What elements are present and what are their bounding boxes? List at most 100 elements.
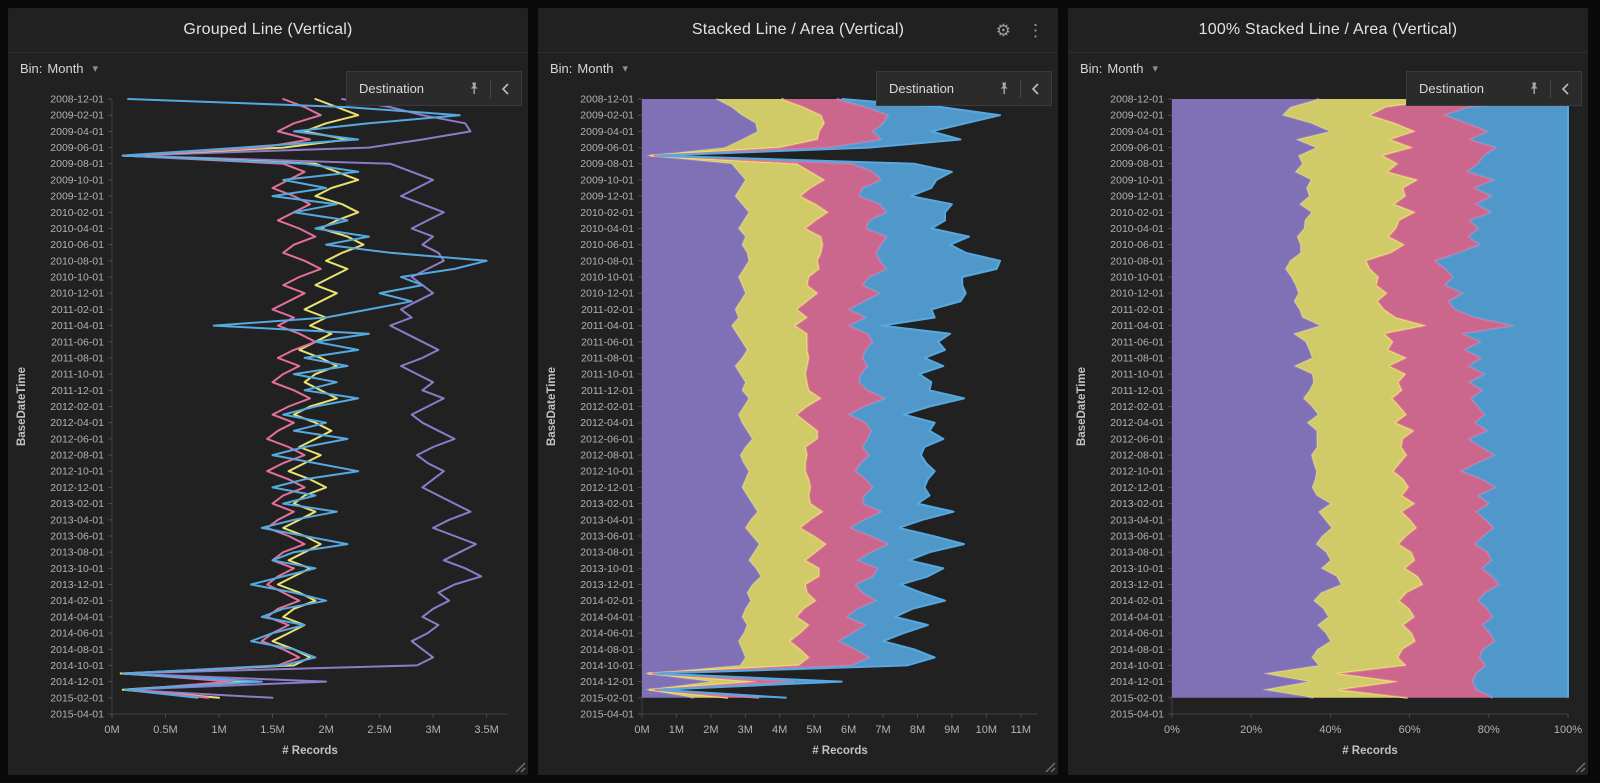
y-tick-label: 2009-04-01: [1110, 126, 1164, 138]
y-tick-label: 2013-06-01: [1110, 531, 1164, 543]
x-tick-label: 40%: [1319, 724, 1341, 736]
bin-dropdown[interactable]: Bin: Month ▾: [550, 61, 628, 76]
y-tick-label: 2011-08-01: [51, 352, 104, 364]
line-series-yellow[interactable]: [119, 98, 365, 699]
y-tick-label: 2013-08-01: [50, 547, 104, 559]
y-tick-label: 2009-08-01: [580, 158, 634, 170]
stacked-area-chart[interactable]: 2008-12-01 2009-02-01 2009-04-01 2009-06-01…: [538, 83, 1058, 775]
x-tick-label: 80%: [1478, 724, 1500, 736]
y-tick-label: 2010-08-01: [50, 255, 104, 267]
more-options-icon[interactable]: ⋮: [1027, 20, 1044, 40]
area-series-yellow[interactable]: [645, 99, 828, 698]
area-series-pink[interactable]: [1337, 99, 1558, 698]
pin-icon[interactable]: [466, 81, 482, 97]
resize-handle[interactable]: [1042, 759, 1056, 773]
y-tick-label: 2011-06-01: [1111, 336, 1164, 348]
y-tick-label: 2014-08-01: [1110, 644, 1164, 656]
y-tick-label: 2009-06-01: [580, 142, 634, 154]
y-tick-label: 2014-02-01: [50, 595, 104, 607]
y-tick-label: 2012-10-01: [580, 466, 634, 478]
y-tick-label: 2015-04-01: [50, 709, 104, 721]
area-series-yellow[interactable]: [1263, 99, 1449, 698]
y-tick-label: 2015-02-01: [50, 692, 104, 704]
panel-title: Stacked Line / Area (Vertical): [691, 21, 905, 38]
x-tick-label: 8M: [910, 724, 925, 736]
x-tick-label: 2M: [703, 724, 718, 736]
y-tick-label: 2009-06-01: [1110, 142, 1164, 154]
x-tick-label: 4M: [772, 724, 787, 736]
y-tick-label: 2014-02-01: [1110, 595, 1164, 607]
collapse-chevron-icon[interactable]: [499, 81, 513, 97]
collapse-chevron-icon[interactable]: [1029, 81, 1043, 97]
y-tick-label: 2010-04-01: [50, 223, 104, 235]
percent-stacked-area-chart[interactable]: 2008-12-01 2009-02-01 2009-04-01 2009-06-01…: [1068, 83, 1588, 775]
titlebar: Stacked Line / Area (Vertical) ⚙ ⋮: [538, 8, 1058, 53]
y-tick-label: 2012-04-01: [1110, 417, 1164, 429]
legend-header: Destination: [877, 72, 1051, 105]
x-axis-title: # Records: [1342, 745, 1398, 757]
area-series-purple[interactable]: [642, 99, 761, 698]
titlebar: Grouped Line (Vertical): [8, 8, 528, 53]
bin-value: Month: [1107, 60, 1144, 76]
x-axis-title: # Records: [282, 745, 338, 757]
x-tick-label: 1M: [211, 724, 226, 736]
area-boundary-yellow: [1336, 98, 1449, 699]
x-tick-label: 20%: [1240, 724, 1262, 736]
bin-dropdown[interactable]: Bin: Month ▾: [20, 61, 98, 76]
y-axis-title: BaseDateTime: [1076, 367, 1088, 446]
y-tick-label: 2011-12-01: [51, 385, 104, 397]
area-boundary-blue: [655, 98, 1002, 699]
x-tick-label: 6M: [841, 724, 856, 736]
y-tick-label: 2010-10-01: [580, 272, 634, 284]
line-series-purple[interactable]: [121, 98, 483, 699]
bin-label: Bin:: [550, 60, 573, 76]
y-axis-title: BaseDateTime: [16, 367, 28, 446]
panel-title: Grouped Line (Vertical): [183, 21, 353, 38]
x-tick-label: 60%: [1399, 724, 1421, 736]
bin-toolbar: Bin: Month ▾: [8, 53, 528, 83]
y-tick-label: 2009-12-01: [580, 191, 634, 203]
resize-handle[interactable]: [512, 759, 526, 773]
pin-icon[interactable]: [1526, 81, 1542, 97]
y-tick-label: 2009-08-01: [50, 158, 104, 170]
area-series-purple[interactable]: [1172, 99, 1341, 698]
y-tick-label: 2013-12-01: [1110, 579, 1164, 591]
y-tick-label: 2009-02-01: [1110, 110, 1164, 122]
y-tick-label: 2014-12-01: [580, 676, 634, 688]
y-tick-label: 2011-10-01: [51, 369, 104, 381]
area-series-pink[interactable]: [648, 99, 889, 698]
y-tick-label: 2010-12-01: [1110, 288, 1164, 300]
y-tick-label: 2014-04-01: [50, 611, 104, 623]
collapse-chevron-icon[interactable]: [1559, 81, 1573, 97]
panel-grouped-line: Grouped Line (Vertical) Bin: Month ▾ Des…: [8, 8, 528, 775]
y-tick-label: 2015-02-01: [1110, 692, 1164, 704]
bin-label: Bin:: [20, 60, 43, 76]
y-tick-label: 2008-12-01: [50, 94, 104, 106]
y-tick-label: 2013-02-01: [580, 498, 634, 510]
caret-down-icon: ▾: [92, 62, 99, 75]
pin-icon[interactable]: [996, 81, 1012, 97]
y-tick-label: 2013-06-01: [50, 531, 104, 543]
x-tick-label: 0.5M: [153, 724, 177, 736]
area-series-blue[interactable]: [1434, 99, 1568, 698]
legend-title: Destination: [889, 81, 955, 96]
x-tick-label: 0%: [1164, 724, 1180, 736]
bin-dropdown[interactable]: Bin: Month ▾: [1080, 61, 1158, 76]
y-tick-label: 2013-10-01: [50, 563, 104, 575]
settings-gear-icon[interactable]: ⚙: [995, 20, 1011, 40]
y-tick-label: 2011-04-01: [51, 320, 104, 332]
y-tick-label: 2009-12-01: [1110, 191, 1164, 203]
area-series-blue[interactable]: [653, 99, 1001, 698]
grouped-line-chart[interactable]: 2008-12-01 2009-02-01 2009-04-01 2009-06-01…: [8, 83, 528, 775]
y-tick-label: 2010-10-01: [1110, 272, 1164, 284]
legend-header: Destination: [347, 72, 521, 105]
y-tick-label: 2014-10-01: [1110, 660, 1164, 672]
x-tick-label: 10M: [976, 724, 997, 736]
y-tick-label: 2014-06-01: [580, 628, 634, 640]
resize-handle[interactable]: [1572, 759, 1586, 773]
y-tick-label: 2010-02-01: [50, 207, 104, 219]
x-tick-label: 11M: [1011, 724, 1032, 736]
line-series-blue[interactable]: [121, 98, 488, 699]
legend-divider: [1020, 79, 1021, 98]
x-tick-label: 9M: [944, 724, 959, 736]
